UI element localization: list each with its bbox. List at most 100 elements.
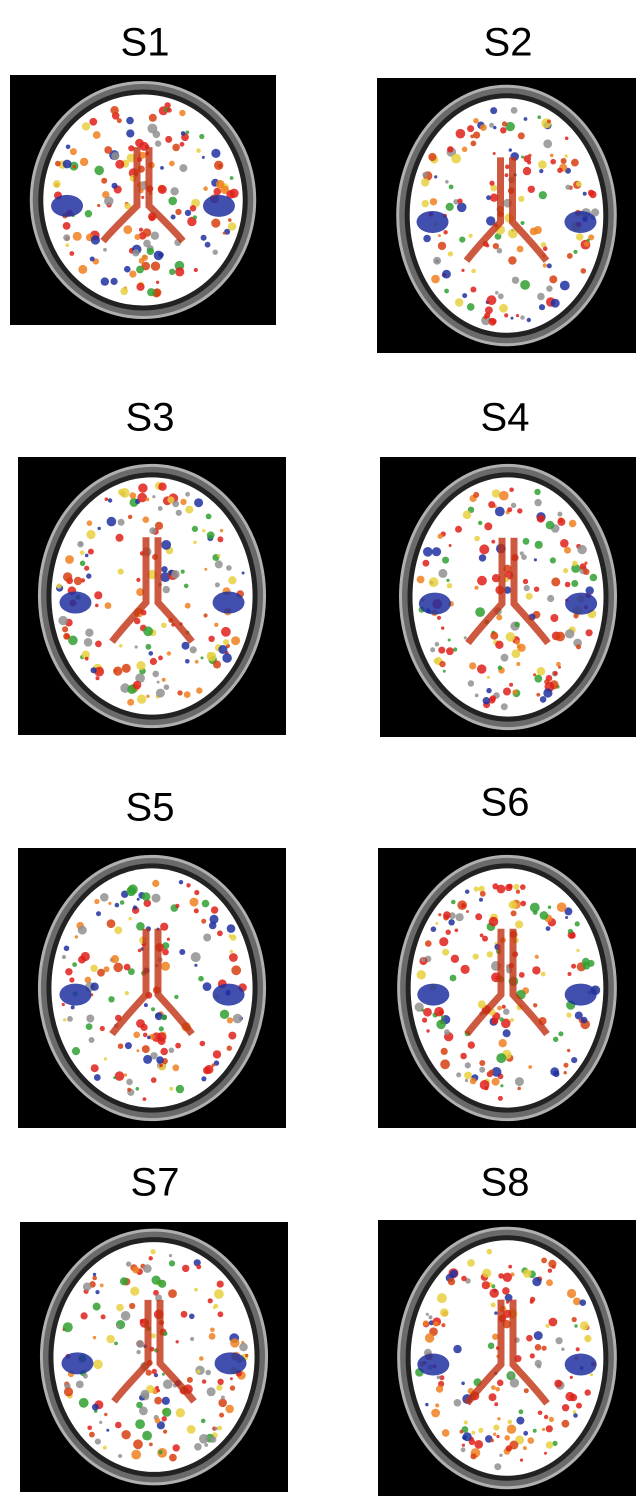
activation-spot (470, 1453, 476, 1459)
activation-spot (113, 1076, 116, 1079)
activation-spot (63, 572, 72, 581)
activation-spot (132, 1266, 139, 1273)
activation-spot (89, 1037, 95, 1043)
activation-spot (503, 1029, 511, 1037)
activation-spot (143, 1264, 152, 1273)
activation-spot (147, 248, 154, 255)
activation-spot (201, 1076, 206, 1081)
activation-spot (193, 541, 197, 545)
activation-spot (558, 1031, 563, 1036)
activation-spot (72, 1047, 80, 1055)
activation-spot (565, 916, 568, 919)
activation-spot (162, 949, 169, 956)
activation-spot (449, 544, 452, 547)
blue-cluster (51, 195, 83, 217)
blue-cluster (565, 1353, 597, 1375)
activation-spot (245, 1354, 248, 1357)
activation-spot (471, 141, 477, 147)
activation-spot (139, 228, 143, 232)
activation-spot (103, 248, 107, 252)
activation-spot (114, 1342, 118, 1346)
activation-spot (158, 1037, 166, 1045)
activation-spot (491, 1385, 496, 1390)
activation-spot (461, 269, 464, 272)
activation-spot (503, 1009, 509, 1015)
activation-spot (141, 196, 144, 199)
activation-spot (567, 253, 573, 259)
activation-spot (160, 166, 164, 170)
activation-spot (122, 664, 131, 673)
activation-spot (567, 1289, 576, 1298)
activation-spot (499, 1039, 507, 1047)
activation-spot (425, 940, 432, 947)
activation-spot (583, 962, 591, 970)
activation-spot (158, 506, 163, 511)
activation-spot (507, 507, 512, 512)
activation-spot (550, 159, 556, 165)
activation-spot (507, 1425, 516, 1434)
activation-spot (151, 1007, 155, 1011)
activation-spot (479, 898, 483, 902)
activation-spot (213, 250, 218, 255)
panel-label: S6 (481, 781, 530, 825)
activation-spot (521, 156, 524, 159)
blue-cluster (417, 211, 449, 233)
activation-spot (158, 1450, 162, 1454)
activation-spot (172, 144, 180, 152)
activation-spot (497, 885, 506, 894)
activation-spot (490, 1439, 494, 1443)
activation-spot (426, 1313, 429, 1316)
activation-spot (203, 1067, 211, 1075)
activation-spot (543, 263, 547, 267)
activation-spot (85, 210, 92, 217)
activation-spot (490, 632, 498, 640)
activation-spot (81, 952, 90, 961)
activation-spot (497, 1380, 504, 1387)
activation-spot (590, 1373, 593, 1376)
activation-spot (469, 234, 473, 238)
activation-spot (562, 1420, 570, 1428)
activation-spot (426, 1029, 429, 1032)
activation-spot (230, 1338, 239, 1347)
activation-spot (477, 576, 487, 586)
activation-spot (588, 190, 594, 196)
activation-spot (242, 572, 245, 575)
activation-spot (128, 515, 132, 519)
activation-spot (509, 488, 514, 493)
activation-spot (539, 191, 547, 199)
figure: S1S2S3S4S5S6S7S8 (0, 0, 638, 1498)
activation-spot (557, 512, 562, 517)
activation-spot (430, 647, 435, 652)
activation-spot (167, 496, 174, 503)
activation-spot (448, 1278, 455, 1285)
activation-spot (502, 1005, 506, 1009)
panel-label: S3 (126, 396, 175, 440)
activation-spot (94, 591, 102, 599)
activation-spot (62, 626, 68, 632)
activation-spot (536, 693, 540, 697)
activation-spot (120, 488, 130, 498)
activation-spot (570, 1376, 573, 1379)
activation-spot (455, 298, 463, 306)
activation-spot (149, 114, 157, 122)
activation-spot (101, 1314, 106, 1319)
panel-label: S7 (131, 1161, 180, 1205)
activation-spot (93, 131, 101, 139)
panel-label: S2 (484, 21, 533, 65)
activation-spot (74, 577, 82, 585)
panel: S7 (20, 1161, 288, 1492)
activation-spot (118, 1043, 124, 1049)
activation-spot (151, 262, 160, 271)
activation-spot (461, 903, 466, 908)
activation-spot (457, 203, 467, 213)
activation-spot (500, 127, 506, 133)
activation-spot (58, 616, 67, 625)
activation-spot (474, 1440, 483, 1449)
activation-spot (221, 627, 231, 637)
activation-spot (86, 573, 91, 578)
activation-spot (162, 1408, 171, 1417)
activation-spot (439, 661, 445, 667)
activation-spot (80, 550, 85, 555)
activation-spot (95, 1290, 99, 1294)
activation-spot (120, 1277, 128, 1285)
